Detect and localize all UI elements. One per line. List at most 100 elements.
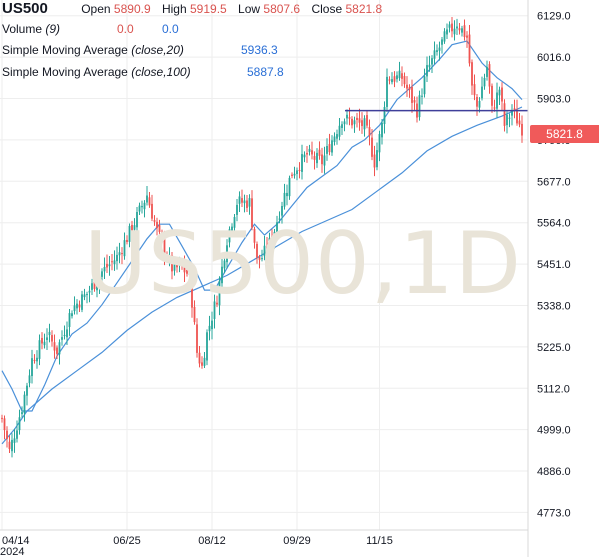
candle-body: [71, 313, 73, 317]
price-tick-label: 5451.0: [537, 259, 571, 271]
candle-body: [243, 200, 246, 204]
candle-body: [196, 324, 198, 353]
time-axis[interactable]: 04/14 06/25 08/12 09/29 11/15 2024: [0, 529, 528, 557]
candle-body: [106, 263, 108, 268]
candle-body: [266, 246, 268, 251]
candle-body: [103, 266, 106, 272]
candle-body: [473, 84, 476, 96]
candle-body: [11, 439, 13, 452]
price-tick-label: 6016.0: [537, 52, 571, 64]
candle-body: [281, 205, 283, 216]
candle-body: [251, 198, 253, 228]
candle-body: [463, 25, 466, 38]
close-label: Close: [311, 2, 343, 16]
candle-body: [83, 294, 86, 298]
legend-row-sma20[interactable]: Simple Moving Average (close,20) 5936.3: [2, 43, 278, 57]
candle-body: [318, 149, 321, 156]
candle-body: [491, 85, 493, 106]
candle-body: [476, 96, 478, 107]
candle-body: [346, 114, 348, 119]
candle-body: [326, 145, 328, 154]
candle-body: [438, 47, 441, 51]
candle-body: [461, 28, 463, 33]
low-label: Low: [238, 2, 261, 16]
candle-body: [276, 222, 278, 235]
sma20-line: [1, 40, 523, 412]
price-tick-label: 4886.0: [537, 466, 571, 478]
price-axis[interactable]: 4773.0 4886.0 4999.0 5112.0 5225.0 5338.0 5451…: [527, 0, 599, 557]
volume-label: Volume: [2, 22, 43, 36]
price-axis-bg: [528, 0, 599, 557]
candle-body: [16, 430, 18, 439]
candle-body: [48, 331, 51, 336]
candle-body: [141, 206, 143, 208]
candle-body: [203, 357, 206, 366]
high-label: High: [161, 2, 187, 16]
legend-row-volume[interactable]: Volume (9) 0.0 0.0: [2, 22, 179, 36]
candle-body: [411, 86, 413, 103]
candle-body: [118, 252, 121, 256]
sma100-line: [1, 106, 523, 445]
candle-body: [286, 192, 288, 197]
candle-body: [181, 264, 183, 267]
candle-body: [511, 110, 513, 116]
candle-body: [228, 229, 231, 243]
candle-body: [323, 155, 326, 166]
candle-body: [146, 195, 148, 203]
candle-body: [231, 226, 233, 232]
price-tick-label: 4999.0: [537, 425, 571, 437]
candle-body: [136, 211, 138, 228]
volume-param: (9): [45, 22, 61, 36]
candle-body: [6, 430, 8, 439]
candle-body: [131, 224, 133, 233]
candle-body: [441, 39, 443, 45]
candle-body: [256, 243, 258, 258]
candle-body: [341, 124, 343, 129]
candle-body: [96, 283, 98, 291]
legend-row-main: US500 Open 5890.9 High 5919.5 Low 5807.6…: [2, 0, 382, 17]
candle-body: [198, 352, 201, 364]
candle-body: [398, 70, 401, 79]
candle-body: [306, 152, 308, 155]
candle-body: [406, 84, 408, 89]
candle-body: [478, 100, 481, 108]
symbol-watermark: US500,1D: [84, 214, 522, 314]
candle-body: [81, 294, 83, 310]
candle-body: [51, 335, 53, 342]
candle-body: [466, 35, 468, 38]
candle-body: [116, 254, 118, 262]
candle-body: [1, 417, 3, 419]
candle-body: [176, 260, 178, 268]
legend-row-sma100[interactable]: Simple Moving Average (close,100) 5887.8: [2, 65, 284, 79]
candle-body: [393, 76, 396, 82]
candle-body: [208, 325, 211, 332]
last-price-tag[interactable]: 5821.8: [530, 125, 599, 143]
candle-body: [381, 122, 383, 138]
candle-body: [76, 303, 78, 309]
candle-body: [128, 225, 131, 242]
candle-body: [113, 260, 116, 265]
price-tick-label: 5903.0: [537, 94, 571, 106]
candle-body: [456, 26, 458, 29]
candle-body: [513, 108, 516, 110]
candle-body: [163, 237, 166, 256]
candle-body: [518, 120, 521, 125]
candle-body: [431, 58, 433, 65]
candle-body: [158, 225, 161, 232]
candle-body: [8, 441, 11, 449]
candle-body: [238, 196, 241, 204]
candle-body: [18, 417, 21, 431]
symbol-title[interactable]: US500: [2, 0, 48, 17]
candle-body: [123, 240, 126, 257]
candle-body: [246, 200, 248, 208]
candle-body: [161, 232, 163, 240]
sma100-label: Simple Moving Average: [2, 65, 128, 79]
candle-body: [178, 263, 181, 266]
sma20-layer: [1, 40, 523, 412]
candle-body: [168, 255, 171, 259]
candle-body: [316, 152, 318, 164]
candle-body: [186, 269, 188, 274]
candle-body: [253, 228, 256, 243]
candle-body: [493, 107, 496, 109]
